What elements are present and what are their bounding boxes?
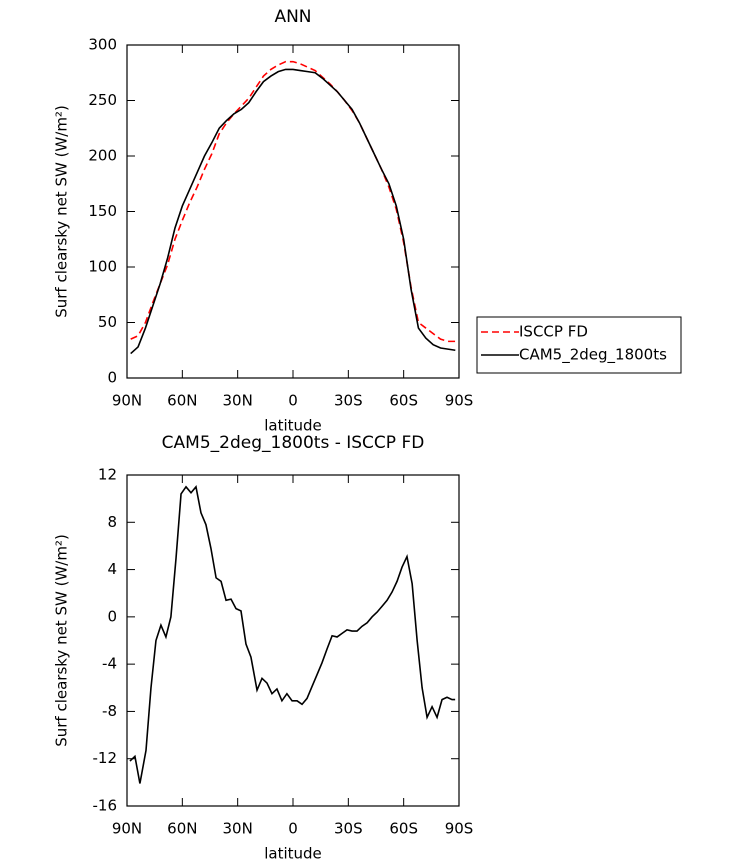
- chart-title: ANN: [274, 7, 311, 27]
- y-tick-label: 0: [107, 369, 117, 387]
- chart-title: CAM5_2deg_1800ts - ISCCP FD: [162, 433, 425, 453]
- legend-label: ISCCP FD: [519, 323, 588, 341]
- y-tick-label: 50: [98, 313, 117, 331]
- plot-frame: [126, 44, 460, 379]
- x-tick-label: 0: [288, 820, 298, 838]
- y-tick-label: 12: [98, 466, 117, 484]
- y-tick-label: 0: [107, 607, 117, 625]
- y-tick-label: -16: [93, 797, 118, 815]
- x-axis-label: latitude: [264, 845, 322, 863]
- line: [129, 485, 456, 784]
- y-axis-label: Surf clearsky net SW (W/m²): [53, 534, 71, 747]
- x-tick-label: 60N: [167, 392, 197, 410]
- y-tick-label: -12: [93, 749, 118, 767]
- y-axis-label: Surf clearsky net SW (W/m²): [53, 105, 71, 318]
- x-tick-label: 30N: [223, 392, 253, 410]
- plot-frame: [126, 474, 460, 807]
- y-tick-label: 8: [107, 513, 117, 531]
- y-tick-label: 250: [88, 91, 117, 109]
- x-tick-label: 90N: [112, 820, 142, 838]
- x-tick-label: 30S: [334, 392, 363, 410]
- line: [130, 60, 456, 343]
- x-tick-label: 60S: [389, 820, 418, 838]
- y-tick-label: 300: [88, 36, 117, 54]
- y-tick-label: 4: [107, 560, 117, 578]
- y-tick-label: -8: [102, 702, 117, 720]
- y-tick-label: -4: [102, 655, 117, 673]
- y-tick-label: 100: [88, 258, 117, 276]
- y-tick-label: 150: [88, 202, 117, 220]
- y-tick-label: 200: [88, 147, 117, 165]
- x-axis-label: latitude: [264, 417, 322, 435]
- x-tick-label: 30S: [334, 820, 363, 838]
- legend-box: [476, 316, 682, 374]
- x-tick-label: 60N: [167, 820, 197, 838]
- x-tick-label: 90S: [445, 820, 474, 838]
- x-tick-label: 30N: [223, 820, 253, 838]
- x-tick-label: 60S: [389, 392, 418, 410]
- x-tick-label: 90N: [112, 392, 142, 410]
- legend-label: CAM5_2deg_1800ts: [519, 346, 667, 365]
- line: [130, 68, 456, 355]
- x-tick-label: 0: [288, 392, 298, 410]
- x-tick-label: 90S: [445, 392, 474, 410]
